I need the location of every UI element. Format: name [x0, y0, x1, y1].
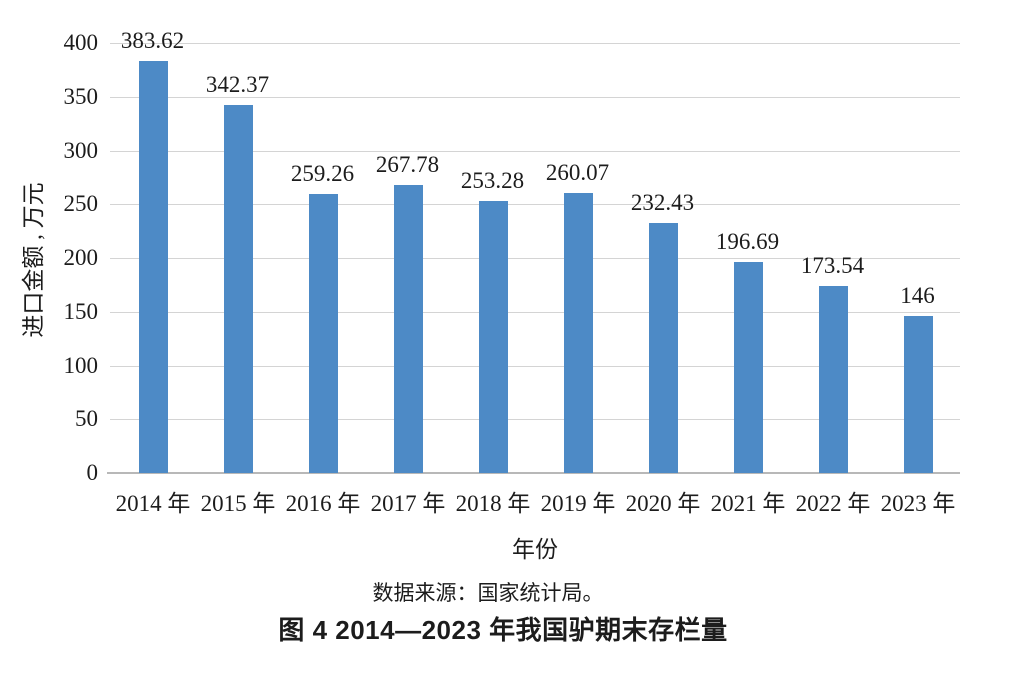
bar-value-label: 253.28: [460, 167, 525, 193]
y-tick-label: 100: [63, 352, 99, 378]
x-tick-label: 2019 年: [540, 491, 616, 516]
gridline: [110, 43, 960, 44]
plot-area: 383.62 342.37 259.26 267.78 253.28 260.07 232.…: [107, 28, 960, 474]
y-tick-label: 250: [63, 191, 99, 217]
bar: [903, 316, 933, 473]
x-axis-line: [107, 472, 960, 474]
y-tick-label: 350: [63, 83, 99, 109]
x-tick-label: 2023 年: [880, 491, 956, 516]
gridline: [110, 311, 960, 313]
x-tick-label: 2020 年: [625, 491, 701, 516]
x-tick-label: 2014 年: [115, 491, 191, 516]
bar: [733, 261, 763, 473]
bar: [648, 223, 678, 473]
figure-caption: 图 4 2014—2023 年我国驴期末存栏量: [278, 615, 728, 645]
x-tick-label: 2017 年: [370, 491, 446, 516]
y-tick-label: 150: [63, 298, 99, 324]
bar-value-label: 267.78: [375, 152, 440, 178]
gridline: [110, 96, 960, 98]
gridline: [110, 419, 960, 421]
y-tick-label: 300: [63, 137, 99, 163]
x-tick-label: 2015 年: [200, 491, 276, 516]
bar: [478, 200, 508, 473]
bar-value-label: 259.26: [290, 161, 355, 187]
bar: [393, 185, 423, 473]
x-tick-label: 2016 年: [285, 491, 361, 516]
gridline: [110, 204, 960, 206]
bar-value-label: 260.07: [545, 160, 610, 186]
x-axis-title: 年份: [512, 537, 558, 562]
y-tick-label: 400: [63, 30, 99, 55]
bar-value-label: 196.69: [715, 228, 780, 254]
y-tick-label: 200: [63, 245, 99, 270]
source-note: 数据来源：国家统计局。: [372, 581, 604, 605]
bar-value-label: 342.37: [205, 71, 270, 97]
y-tick-label: 0: [86, 460, 99, 485]
bar-value-label: 173.54: [800, 253, 865, 279]
gridline: [110, 365, 960, 367]
gridline: [110, 258, 960, 259]
x-tick-label: 2018 年: [455, 491, 531, 516]
y-tick-label: 50: [75, 406, 98, 432]
bar: [308, 194, 338, 473]
bar-value-label: 146: [900, 283, 935, 309]
bar: [563, 193, 593, 473]
x-tick-label: 2022 年: [795, 491, 871, 516]
bar: [818, 286, 848, 473]
gridline: [110, 150, 960, 152]
bar-value-label: 232.43: [630, 190, 695, 216]
x-tick-label: 2021 年: [710, 491, 786, 516]
bar-value-label: 383.62: [120, 27, 185, 53]
bar: [223, 104, 253, 473]
bar: [138, 60, 168, 473]
